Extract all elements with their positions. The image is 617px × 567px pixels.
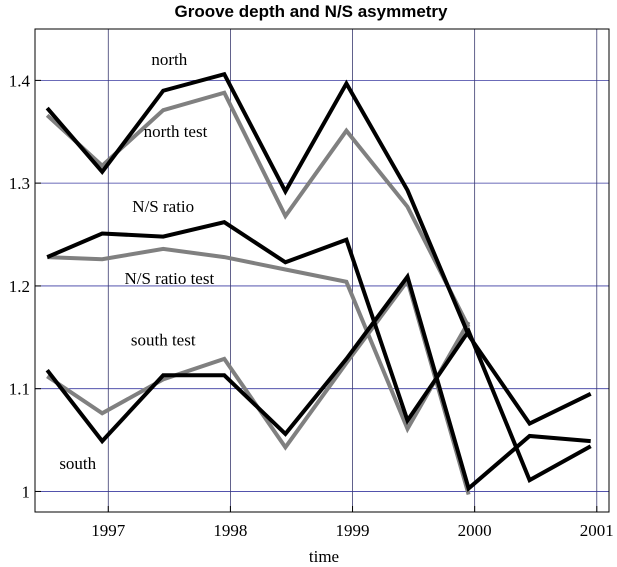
y-tick-label: 1.3 (9, 174, 30, 193)
series-line-n-s-ratio-test (47, 246, 471, 434)
y-tick-label: 1 (22, 482, 31, 501)
tick-layer: 1 1.1 1.2 1.3 1.4 1997 1998 1999 2000 2001 (9, 71, 614, 540)
x-tick-label: 1999 (336, 521, 370, 540)
x-tick-label: 2001 (580, 521, 614, 540)
series-label: north test (144, 122, 208, 141)
series-line-n-s-ratio (46, 220, 592, 483)
series-label: N/S ratio (132, 197, 194, 216)
y-tick-label: 1.4 (9, 71, 31, 90)
series-line-south-test (46, 276, 471, 496)
label-layer: north north test N/S ratio N/S ratio test so… (59, 50, 214, 473)
x-tick-label: 2000 (458, 521, 492, 540)
series-line-north (45, 71, 592, 427)
series-line-south (45, 272, 591, 492)
plot-frame (34, 28, 610, 513)
series-line-north-test (45, 90, 471, 328)
series-label: N/S ratio test (124, 269, 214, 288)
series-label: south (59, 454, 96, 473)
x-tick-label: 1998 (213, 521, 247, 540)
series-label: north (151, 50, 187, 69)
chart-title: Groove depth and N/S asymmetry (174, 2, 448, 21)
series-label: south test (131, 331, 196, 350)
series-layer (45, 71, 592, 496)
y-tick-label: 1.2 (9, 277, 30, 296)
x-axis-label: time (309, 547, 339, 566)
y-tick-label: 1.1 (9, 380, 30, 399)
x-tick-label: 1997 (91, 521, 126, 540)
